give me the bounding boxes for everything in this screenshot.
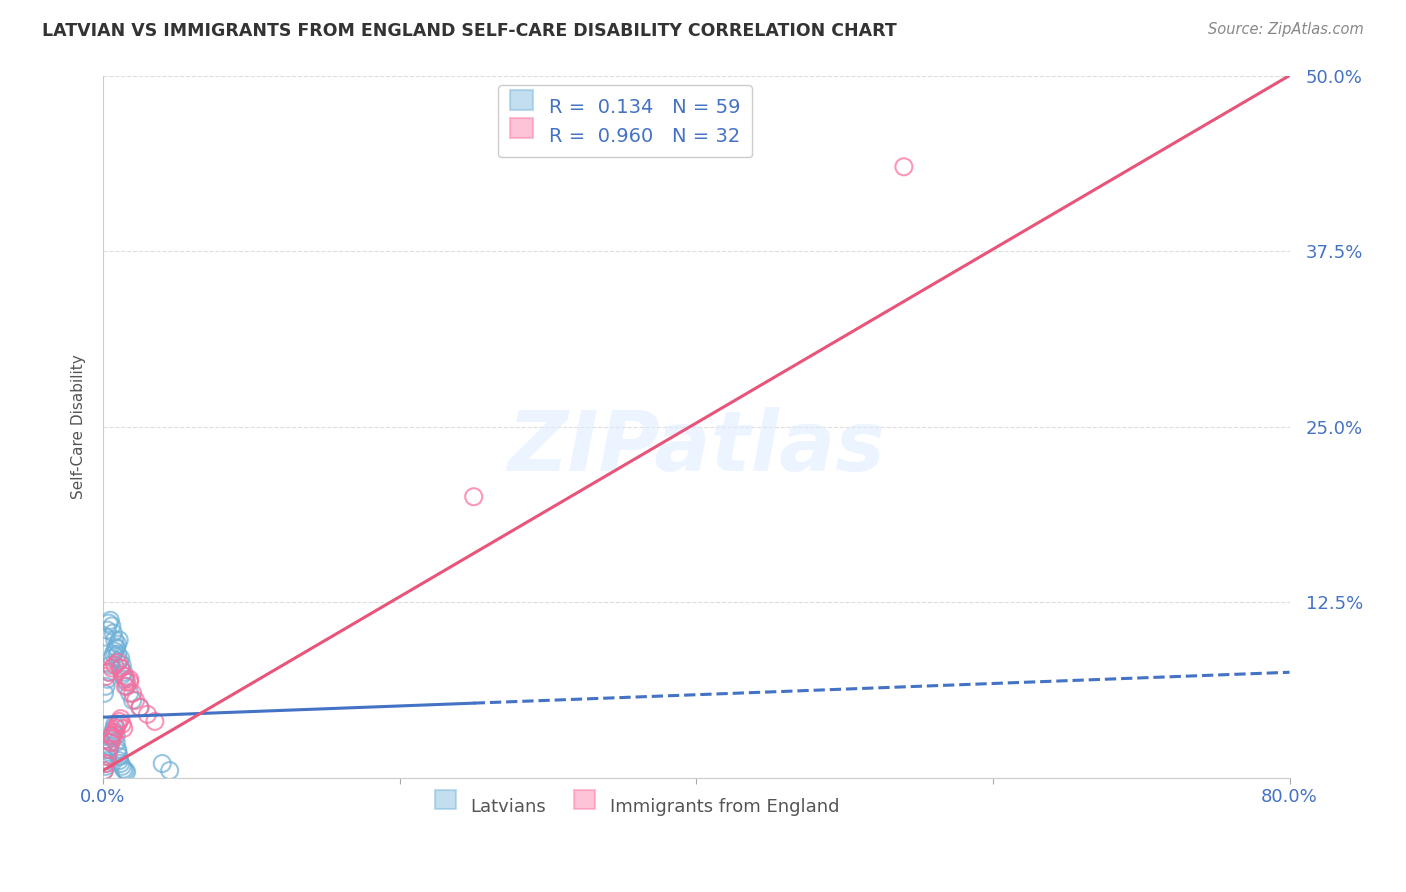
Point <box>108 654 131 668</box>
Point <box>94 759 117 773</box>
Point <box>97 665 120 680</box>
Point <box>103 647 125 661</box>
Point <box>96 749 118 764</box>
Point <box>121 693 143 707</box>
Point <box>97 742 120 756</box>
Point <box>110 661 132 675</box>
Point <box>98 658 121 673</box>
Point <box>111 668 134 682</box>
Point <box>107 656 129 670</box>
Point <box>101 728 124 742</box>
Point <box>97 742 120 756</box>
Point <box>143 714 166 729</box>
Point <box>118 686 141 700</box>
Point <box>114 673 136 687</box>
Point <box>101 661 124 675</box>
Point <box>96 754 118 768</box>
Point <box>107 742 129 756</box>
Point <box>94 756 117 771</box>
Point <box>98 613 121 627</box>
Point <box>105 641 128 656</box>
Point <box>124 693 146 707</box>
Point <box>108 632 131 647</box>
Point <box>114 669 136 683</box>
Point <box>104 717 127 731</box>
Point <box>101 728 124 742</box>
Point <box>103 725 125 739</box>
Point <box>94 679 117 693</box>
Text: ZIPatlas: ZIPatlas <box>508 407 886 488</box>
Point <box>114 679 136 693</box>
Point <box>94 756 117 771</box>
Point <box>121 686 143 700</box>
Point <box>893 160 915 174</box>
Point <box>110 756 132 771</box>
Point <box>118 673 141 687</box>
Point <box>97 616 120 631</box>
Point <box>96 673 118 687</box>
Point <box>110 712 132 726</box>
Point <box>129 700 152 714</box>
Text: Source: ZipAtlas.com: Source: ZipAtlas.com <box>1208 22 1364 37</box>
Point <box>108 754 131 768</box>
Point <box>104 725 127 739</box>
Y-axis label: Self-Care Disability: Self-Care Disability <box>72 354 86 499</box>
Point <box>112 665 135 680</box>
Point <box>114 764 136 778</box>
Point <box>111 717 134 731</box>
Point <box>104 720 127 734</box>
Point <box>115 675 138 690</box>
Point <box>115 764 138 779</box>
Point <box>115 679 138 693</box>
Point <box>107 637 129 651</box>
Point <box>108 714 131 729</box>
Point <box>96 623 118 637</box>
Point <box>136 707 159 722</box>
Point <box>105 735 128 749</box>
Point <box>93 764 115 778</box>
Point <box>98 739 121 754</box>
Point <box>96 749 118 764</box>
Point <box>101 731 124 746</box>
Point <box>101 651 124 665</box>
Point <box>107 717 129 731</box>
Point <box>118 675 141 690</box>
Point <box>105 728 128 742</box>
Point <box>159 764 181 778</box>
Point <box>107 647 129 661</box>
Point <box>129 700 152 714</box>
Point <box>104 632 127 647</box>
Point <box>111 658 134 673</box>
Point <box>111 759 134 773</box>
Point <box>94 669 117 683</box>
Point <box>97 745 120 759</box>
Text: LATVIAN VS IMMIGRANTS FROM ENGLAND SELF-CARE DISABILITY CORRELATION CHART: LATVIAN VS IMMIGRANTS FROM ENGLAND SELF-… <box>42 22 897 40</box>
Point <box>101 619 124 633</box>
Point <box>98 735 121 749</box>
Point <box>103 626 125 640</box>
Legend: Latvians, Immigrants from England: Latvians, Immigrants from England <box>426 788 848 825</box>
Point <box>463 490 485 504</box>
Point <box>112 762 135 776</box>
Point <box>150 756 173 771</box>
Point <box>107 745 129 759</box>
Point <box>94 630 117 644</box>
Point <box>103 723 125 737</box>
Point <box>110 651 132 665</box>
Point <box>105 640 128 654</box>
Point <box>98 735 121 749</box>
Point <box>110 661 132 675</box>
Point <box>103 731 125 746</box>
Point <box>104 644 127 658</box>
Point <box>97 665 120 680</box>
Point <box>112 722 135 736</box>
Point <box>105 722 128 736</box>
Point <box>104 658 127 673</box>
Point <box>93 764 115 778</box>
Point <box>108 749 131 764</box>
Point <box>93 686 115 700</box>
